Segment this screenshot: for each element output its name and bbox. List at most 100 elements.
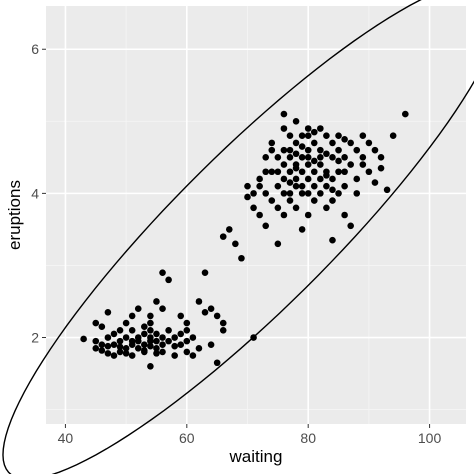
data-point [195,298,203,305]
data-point [298,182,306,190]
data-point [286,179,294,186]
data-point [141,330,148,338]
data-point [286,197,294,204]
data-point [280,175,288,183]
data-point [147,312,154,320]
data-point [122,350,130,357]
data-point [304,190,312,197]
data-point [147,363,154,370]
data-point [341,154,348,161]
data-point [256,211,263,219]
data-point [329,139,336,147]
data-point [310,128,318,136]
data-point [298,190,306,197]
data-point [323,132,330,140]
data-point [207,305,215,312]
data-point [274,240,282,248]
data-point [341,136,348,143]
data-point [335,132,342,140]
data-point [353,146,361,154]
data-point [207,341,215,349]
data-point [256,175,263,183]
data-point [177,330,185,338]
data-point [292,118,300,125]
data-point [402,110,409,118]
data-point [298,132,306,140]
data-point [274,168,282,176]
data-point [365,139,373,147]
data-point [298,154,306,161]
x-tick-label: 40 [58,430,74,446]
data-point [292,175,300,183]
data-point [335,157,342,165]
data-point [189,352,197,359]
data-point [128,312,136,320]
data-point [128,327,136,334]
data-point [110,341,118,349]
x-tick-label: 80 [300,430,316,446]
plot-panel [46,6,466,424]
data-point [183,327,191,334]
data-point [134,305,142,312]
y-tick-label: 2 [31,330,39,346]
data-point [165,337,172,345]
data-point [317,161,324,168]
data-point [274,182,282,190]
data-point [317,154,324,161]
data-point [116,327,124,334]
data-point [347,222,354,230]
data-point [292,164,300,172]
data-point [122,334,130,341]
data-point [116,348,124,356]
data-point [153,330,160,338]
data-point [134,337,142,345]
data-point [383,186,391,194]
data-point [329,175,336,183]
data-point [280,146,288,154]
data-point [335,168,342,176]
data-point [377,154,385,161]
data-point [298,226,306,233]
data-point [317,146,324,154]
data-point [268,197,276,204]
data-point [304,132,312,140]
data-point [256,182,263,190]
data-point [371,146,379,154]
data-point [159,348,166,356]
data-point [353,175,361,183]
data-point [159,305,166,312]
data-point [323,204,330,212]
data-point [98,323,106,331]
data-point [219,327,227,334]
data-point [153,298,160,305]
data-point [238,254,245,262]
points-layer [80,110,409,370]
data-point [274,204,282,212]
data-point [286,132,294,140]
data-point [153,345,160,352]
data-point [317,190,324,197]
data-point [159,334,166,341]
data-point [219,319,227,327]
data-point [353,190,361,197]
data-point [134,345,142,352]
data-point [329,154,336,161]
data-point [183,337,191,345]
data-point [329,186,336,194]
data-point [147,337,154,345]
data-point [323,182,330,190]
data-point [292,139,300,147]
data-point [128,341,136,349]
data-point [341,168,348,176]
data-point [213,312,221,320]
data-point [141,341,148,349]
data-point [298,143,306,150]
data-point [104,350,112,357]
data-point [365,168,373,176]
data-point [304,211,312,219]
data-point [310,157,318,165]
data-point [177,312,185,320]
data-point [98,341,106,349]
